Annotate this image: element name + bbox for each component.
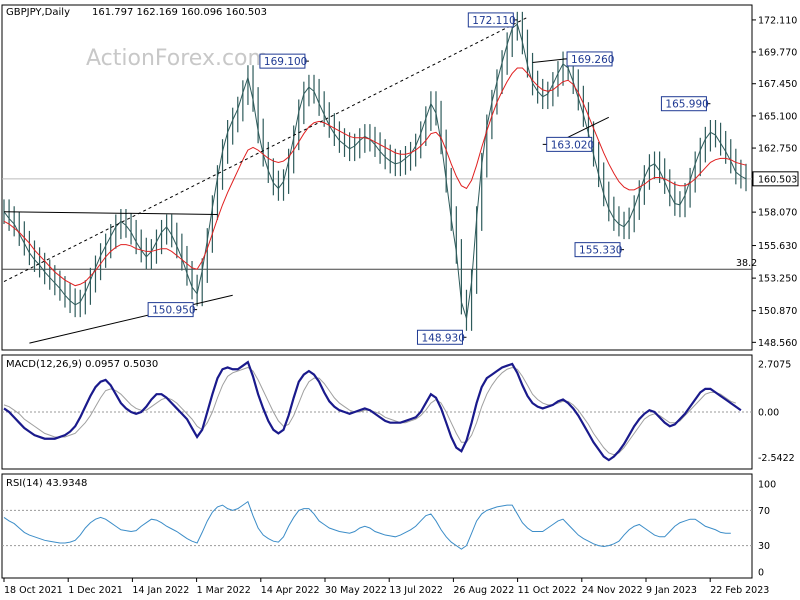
rsi-layer [2,500,752,550]
last-price-box: 160.503 [752,171,799,187]
price-y-tick-label: 158.070 [758,208,797,219]
callout-box [546,136,593,152]
callout-label: 169.260 [571,54,614,66]
dashed-channel-trendline [3,16,528,282]
x-tick-label: 13 Jul 2022 [389,585,443,596]
last-price-box-bg [752,171,799,187]
callout-box [660,96,707,112]
callout-label: 169.100 [264,56,307,68]
x-tick-label: 26 Aug 2022 [453,585,514,596]
upper-flat-trendline [3,211,218,215]
callouts: 172.110 169.100 169.260 165.990 163.020 155.3… [147,12,711,345]
rsi-line [3,500,731,550]
callout-box [259,53,306,69]
callout-label: 155.330 [579,245,622,257]
price-callout: 165.990 [660,96,711,112]
price-layer: 38.2 [2,11,757,344]
x-tick-label: 14 Apr 2022 [261,585,320,596]
price-callout: 172.110 [467,12,518,28]
macd-y-tick-label: 2.7075 [758,359,791,370]
x-tick-label: 24 Nov 2022 [582,585,643,596]
chart-header-ohlc: 161.797 162.169 160.096 160.503 [92,7,267,18]
callout-label: 172.110 [472,15,515,27]
price-callout: 148.930 [416,329,467,345]
callout-label: 150.950 [152,305,195,317]
callout-box [467,12,514,28]
callout-label: 163.020 [551,139,594,151]
callout-label: 148.930 [421,332,464,344]
price-callout: 155.330 [574,242,625,258]
price-y-tick-label: 155.630 [758,241,797,252]
macd-y-tick-label: 0.00 [758,408,779,419]
rsi-y-tick-label: 100 [758,480,776,491]
watermark: ActionForex.com [86,46,269,71]
rsi-y-tick-label: 70 [758,506,770,517]
price-y-tick-label: 148.560 [758,338,797,349]
macd-layer [2,360,752,462]
price-y-tick-label: 153.250 [758,274,797,285]
sma-line [3,67,747,287]
macd-title: MACD(12,26,9) 0.0957 0.5030 [6,359,158,370]
price-y-tick-label: 165.100 [758,111,797,122]
price-callout: 169.100 [259,53,309,69]
x-tick-label: 1 Mar 2022 [197,585,251,596]
price-close-line [3,23,747,319]
macd-line [3,360,742,462]
x-tick-label: 14 Jan 2022 [132,585,189,596]
rsi-panel [1,473,753,579]
chart-header-symbol: GBPJPY,Daily [6,7,70,18]
x-tick-label: 22 Feb 2023 [710,585,769,596]
price-y-tick-label: 150.870 [758,306,797,317]
fibo-level-label: 38.2 [736,258,757,269]
lower-rising-trendline [29,294,233,344]
price-callout: 163.020 [542,136,594,152]
x-axis-labels: 18 Oct 2021 1 Dec 2021 14 Jan 2022 1 Mar 20… [3,578,769,596]
callout-box [416,329,463,345]
callout-box [147,302,194,318]
x-tick-label: 11 Oct 2022 [518,585,577,596]
price-y-tick-label: 162.750 [758,144,797,155]
x-tick-label: 30 May 2022 [325,585,387,596]
callout-label: 165.990 [665,99,708,111]
x-tick-label: 1 Dec 2021 [68,585,123,596]
price-y-tick-label: 167.450 [758,79,797,90]
callout-box [566,51,613,67]
last-price-label: 160.503 [758,174,797,185]
rsi-y-tick-label: 0 [758,568,764,579]
callout-box [574,242,621,258]
price-y-tick-label: 169.770 [758,47,797,58]
rsi-y-tick-label: 30 [758,541,770,552]
rsi-title: RSI(14) 43.9348 [6,478,87,489]
price-panel [1,4,753,351]
x-tick-label: 9 Jan 2023 [646,585,697,596]
price-callout: 150.950 [147,302,198,318]
macd-y-tick-label: -2.5422 [758,453,795,464]
price-y-tick-label: 172.110 [758,15,797,26]
y-axis-labels: 172.110169.770167.450165.100162.750160.4… [752,15,799,579]
x-tick-label: 18 Oct 2021 [4,585,63,596]
price-callout: 169.260 [563,51,614,67]
